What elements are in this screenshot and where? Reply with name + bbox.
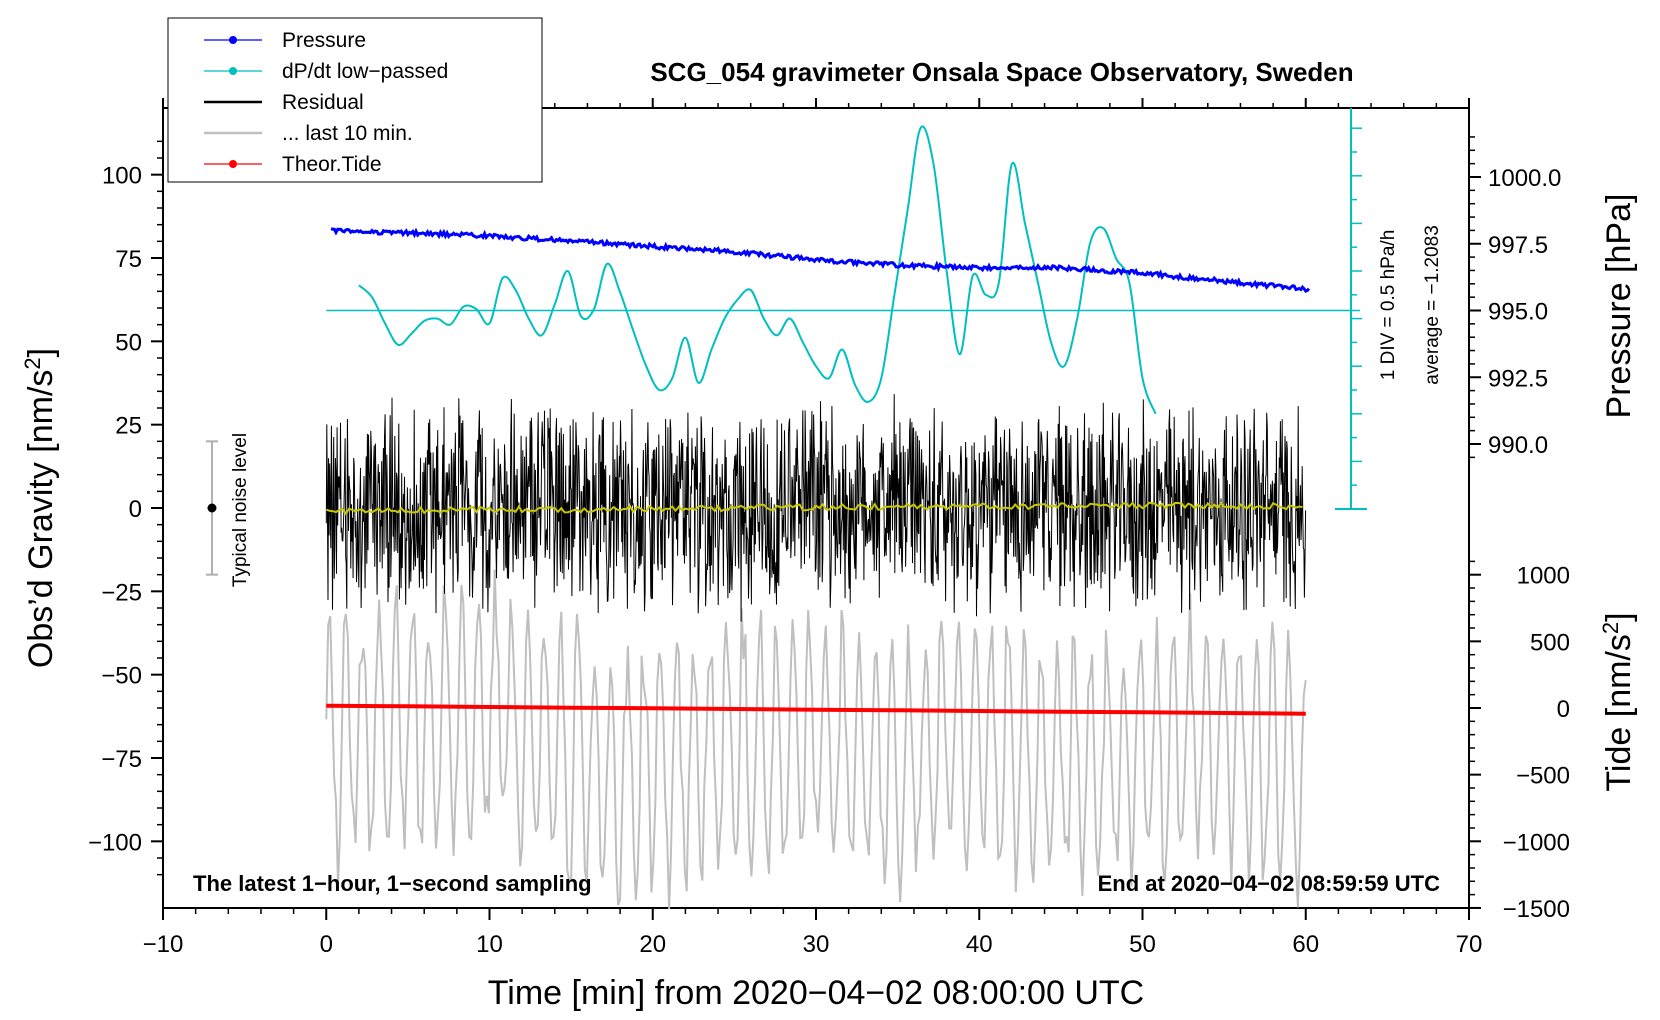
y3-axis-title-end: ] [1600,612,1638,621]
legend-box [167,17,543,183]
y-axis-pressure: 1000.0 997.5 995.0 992.5 990.0 [1469,136,1561,459]
y-tick-label: 75 [115,246,142,273]
tide-tick-label: 0 [1557,696,1570,723]
y-tick-label: 50 [115,329,142,356]
pressure-tick-label: 995.0 [1488,299,1548,326]
tide-tick-label: −1000 [1503,829,1570,856]
legend-label: dP/dt low−passed [282,60,448,83]
x-tick-label: 70 [1456,931,1483,958]
x-tick-label: 40 [966,931,993,958]
chart-title: SCG_054 gravimeter Onsala Space Observat… [650,57,1353,87]
y-tick-label: 0 [129,496,142,523]
y-tick-label: −100 [88,829,142,856]
legend-label: Pressure [282,29,366,52]
y-axis-title: Obs’d Gravity [nm/s2] [20,348,60,668]
series-residual [325,394,1307,622]
x-axis: −10 0 10 20 30 40 50 60 70 [143,98,1483,958]
y-axis-tide: 1000 500 0 −500 −1000 −1500 [1469,560,1570,923]
x-tick-label: −10 [143,931,184,958]
tide-tick-label: 500 [1530,629,1570,656]
y-tick-label: 100 [102,163,142,190]
y-tick-label: −25 [101,579,142,606]
x-tick-label: 20 [639,931,666,958]
x-tick-label: 0 [320,931,333,958]
y-tick-label: 25 [115,413,142,440]
dpdt-average-label: average = −1.2083 [1422,225,1443,385]
x-tick-label: 30 [803,931,830,958]
y3-axis-title-sup: 2 [1598,622,1623,634]
legend-label: ... last 10 min. [282,122,413,145]
x-tick-label: 60 [1292,931,1319,958]
footer-left-note: The latest 1−hour, 1−second sampling [193,871,592,896]
legend-label: Theor.Tide [282,153,382,176]
y3-axis-title-main: Tide [nm/s [1600,634,1638,791]
pressure-tick-label: 990.0 [1488,432,1548,459]
series-pressure [330,227,1311,293]
pressure-tick-label: 997.5 [1488,232,1548,259]
pressure-tick-label: 992.5 [1488,365,1548,392]
y3-axis-title: Tide [nm/s2] [1598,612,1638,791]
legend-marker [229,36,237,44]
dpdt-scale-bar [1335,108,1367,510]
legend-marker [229,160,237,168]
footer-right-note: End at 2020−04−02 08:59:59 UTC [1098,871,1441,896]
legend: Pressure dP/dt low−passed Residual ... last… [167,17,543,183]
y-tick-label: −50 [101,663,142,690]
series-last-10-min [325,569,1307,910]
legend-label: Residual [282,91,364,114]
y2-axis-title: Pressure [hPa] [1600,194,1638,419]
y-axis-title-sup: 2 [20,357,45,369]
dpdt-scale-label: 1 DIV = 0.5 hPa/h [1378,230,1399,381]
y-axis-title-main: Obs’d Gravity [nm/s [22,370,60,669]
noise-level-indicator [205,440,218,576]
y-axis-title-end: ] [22,348,60,357]
noise-center-dot [207,503,217,513]
tide-tick-label: −1500 [1503,896,1570,923]
series-dpdt [358,125,1157,415]
y-axis-gravity: 100 75 50 25 0 −25 −50 −75 −100 [88,140,163,876]
y-tick-label: −75 [101,746,142,773]
series-group [325,125,1360,910]
legend-entries: Pressure dP/dt low−passed Residual ... last… [204,29,448,176]
pressure-tick-label: 1000.0 [1488,165,1561,192]
x-axis-title: Time [min] from 2020−04−02 08:00:00 UTC [488,974,1144,1012]
series-theor-tide [326,703,1306,716]
legend-marker [229,67,237,75]
tide-tick-label: −500 [1516,763,1570,790]
x-tick-label: 10 [476,931,503,958]
noise-level-label: Typical noise level [230,433,251,587]
series-smoothed-residual [325,501,1303,516]
x-tick-label: 50 [1129,931,1156,958]
tide-tick-label: 1000 [1517,563,1570,590]
